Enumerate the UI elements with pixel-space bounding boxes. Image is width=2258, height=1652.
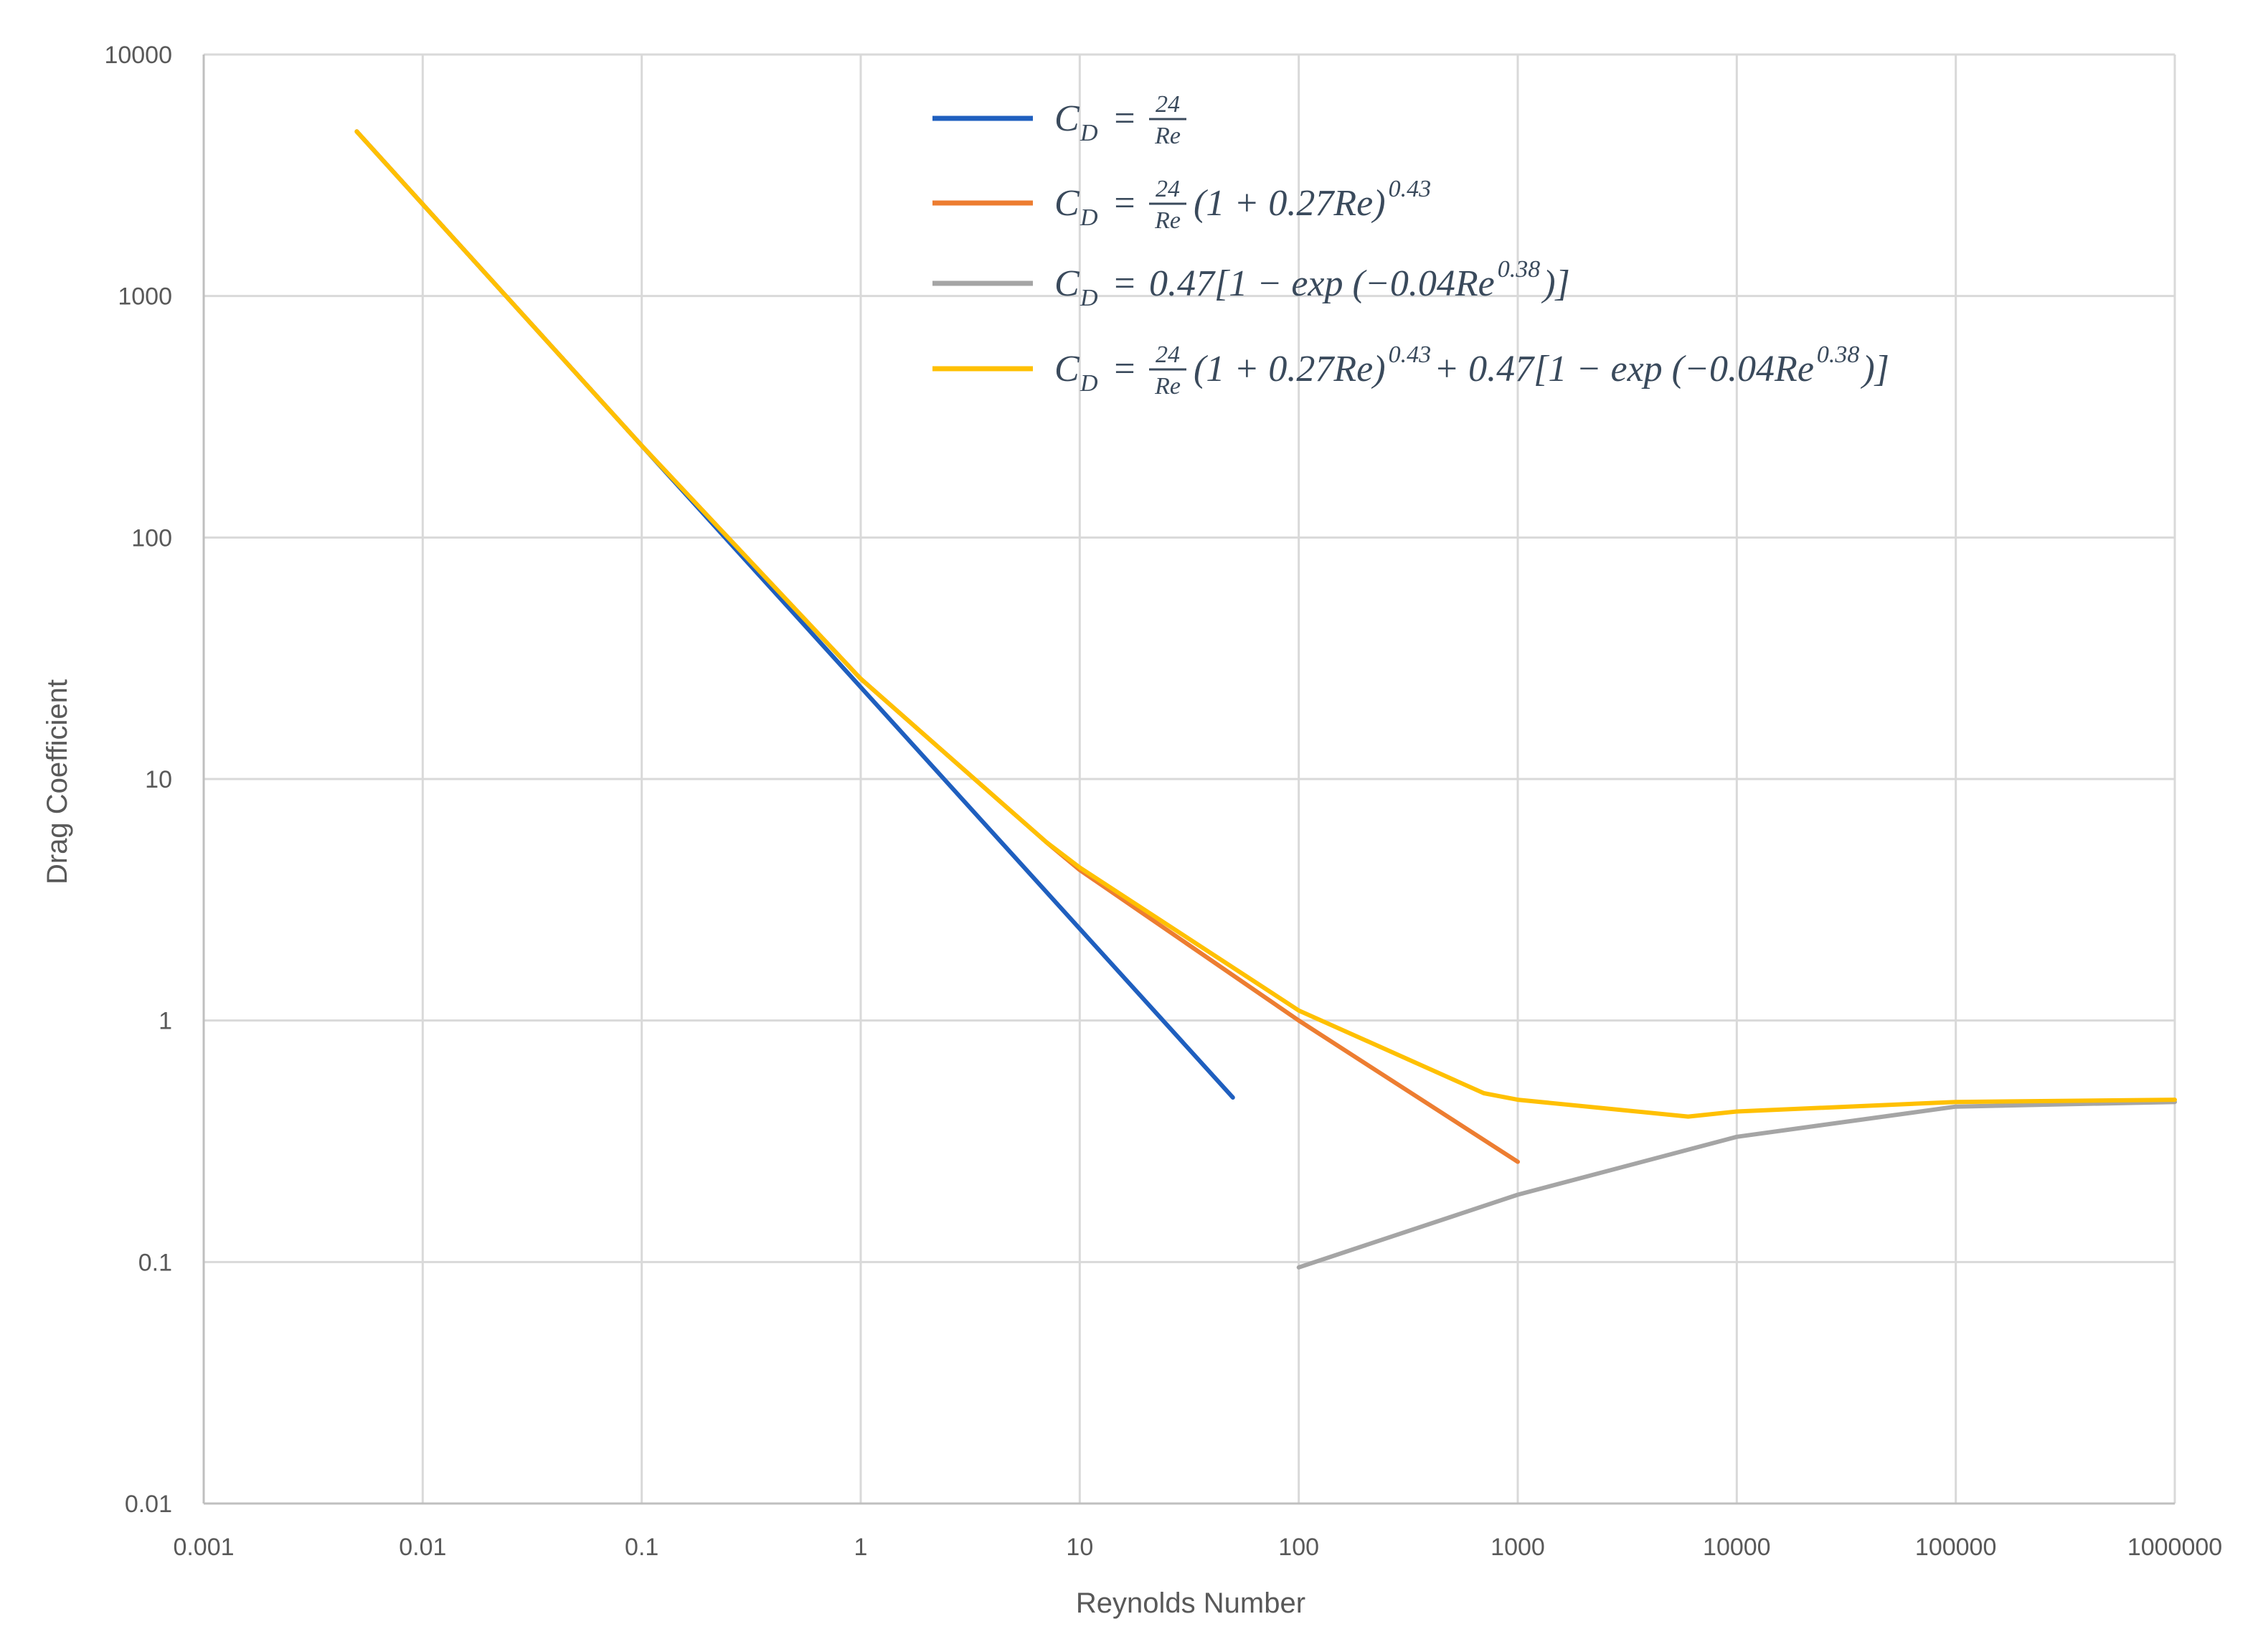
legend-cd-symbol: C xyxy=(1054,183,1080,224)
legend-label-3: C D = 0.47[1 − exp (−0.04Re 0.38)] xyxy=(1054,256,1570,311)
legend-label-1: C D = 24 Re xyxy=(1054,91,1186,149)
legend-equals: = xyxy=(1112,98,1137,139)
legend-exponent: 0.43 xyxy=(1389,176,1432,202)
x-tick-label: 1000 xyxy=(1491,1534,1545,1561)
legend-cd-subscript: D xyxy=(1080,120,1098,146)
series-line-3 xyxy=(1296,1100,2177,1270)
legend-expression: 0.47[1 − exp (−0.04Re xyxy=(1149,263,1495,304)
legend-expression-tail: )] xyxy=(1541,263,1570,304)
legend-fraction-numerator: 24 xyxy=(1156,341,1180,368)
series-line-4 xyxy=(354,129,2177,1119)
legend-equals: = xyxy=(1112,349,1137,390)
legend-exponent: 0.38 xyxy=(1498,256,1541,283)
series-lines xyxy=(354,129,2177,1270)
x-axis-title: Reynolds Number xyxy=(1076,1587,1305,1619)
legend-fraction-denominator: Re xyxy=(1154,373,1181,400)
x-tick-label: 1 xyxy=(854,1534,868,1561)
legend-equals: = xyxy=(1112,263,1137,304)
legend-exponent: 0.43 xyxy=(1389,341,1432,368)
y-tick-label: 10 xyxy=(145,766,172,793)
y-tick-label: 1000 xyxy=(118,283,172,311)
y-tick-label: 1 xyxy=(159,1008,172,1035)
legend-cd-symbol: C xyxy=(1054,263,1080,304)
legend-label-2: C D = 24 Re (1 + 0.27Re) 0.43 xyxy=(1054,176,1431,234)
legend-cd-symbol: C xyxy=(1054,98,1080,139)
legend-cd-subscript: D xyxy=(1080,285,1098,311)
x-tick-label: 100000 xyxy=(1915,1534,1996,1561)
x-tick-label: 100 xyxy=(1278,1534,1319,1561)
legend-exponent-2: 0.38 xyxy=(1817,341,1860,368)
legend-expression: (1 + 0.27Re) xyxy=(1194,183,1386,224)
legend-expression-tail: + 0.47[1 − exp (−0.04Re xyxy=(1434,349,1814,390)
x-tick-label: 0.001 xyxy=(173,1534,234,1561)
x-tick-label: 0.1 xyxy=(625,1534,658,1561)
gridlines xyxy=(204,53,2176,1504)
y-tick-label: 0.1 xyxy=(138,1249,172,1276)
x-tick-label: 10000 xyxy=(1703,1534,1771,1561)
legend-cd-symbol: C xyxy=(1054,349,1080,390)
x-tick-label: 10 xyxy=(1066,1534,1093,1561)
legend-cd-subscript: D xyxy=(1080,370,1098,397)
x-tick-label: 1000000 xyxy=(2127,1534,2222,1561)
y-axis-title: Drag Coefficient xyxy=(42,679,73,884)
y-tick-label: 0.01 xyxy=(125,1491,172,1518)
legend-expression-tail-2: )] xyxy=(1860,349,1889,390)
legend-fraction-denominator: Re xyxy=(1154,207,1181,234)
x-tick-label: 0.01 xyxy=(399,1534,446,1561)
legend-fraction-numerator: 24 xyxy=(1156,176,1180,202)
y-tick-label: 100 xyxy=(131,524,172,552)
tick-labels: 0.001 0.01 0.1 1 10 100 1000 10000 100000 1000000… xyxy=(104,42,2222,1561)
legend-fraction-denominator: Re xyxy=(1154,123,1181,149)
legend-label-4: C D = 24 Re (1 + 0.27Re) 0.43 + 0.47[1 − exp (… xyxy=(1054,341,1889,400)
legend-equals: = xyxy=(1112,183,1137,224)
legend-fraction-numerator: 24 xyxy=(1156,91,1180,118)
legend-cd-subscript: D xyxy=(1080,204,1098,231)
y-tick-label: 10000 xyxy=(104,42,172,69)
legend-expression: (1 + 0.27Re) xyxy=(1194,349,1386,390)
axes xyxy=(202,55,2175,1505)
